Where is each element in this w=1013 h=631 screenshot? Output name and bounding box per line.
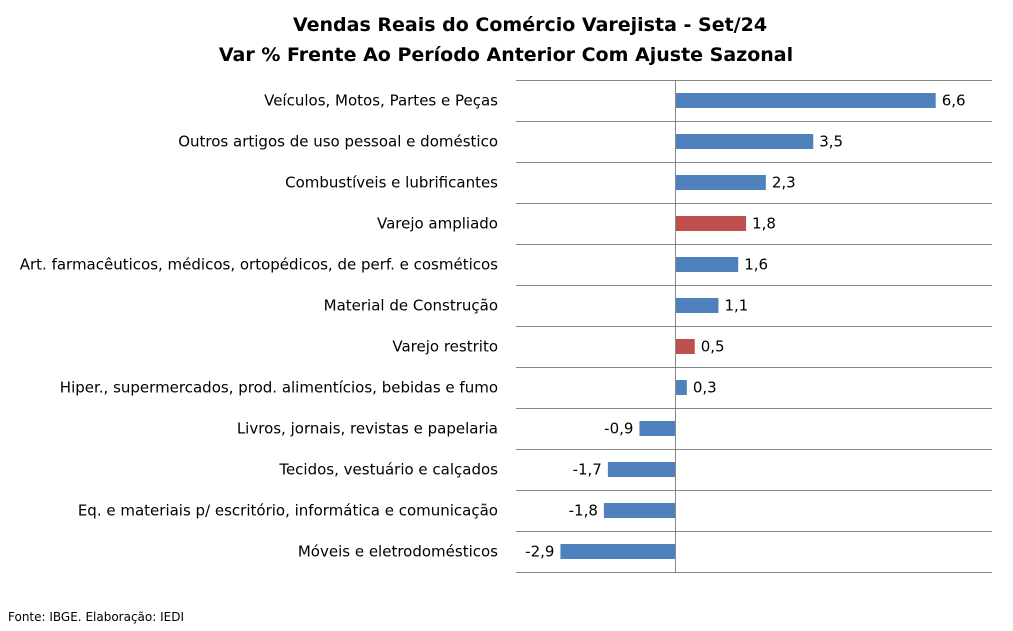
bar <box>675 380 687 395</box>
category-label: Livros, jornais, revistas e papelaria <box>237 420 498 438</box>
value-labels: 6,6 3,5 2,3 1,8 1,6 1,1 0,5 0,3 -0,9 -1,7 -1,8 -2,9 <box>525 92 965 561</box>
bar <box>675 93 936 108</box>
category-label: Combustíveis e lubrificantes <box>285 174 498 192</box>
source-note: Fonte: IBGE. Elaboração: IEDI <box>8 610 185 624</box>
category-label: Eq. e materiais p/ escritório, informáti… <box>78 502 498 520</box>
bar <box>560 544 675 559</box>
bar <box>603 503 675 518</box>
bars <box>560 93 936 559</box>
data-label: 1,6 <box>744 256 768 274</box>
data-label: 2,3 <box>772 174 796 192</box>
bar <box>675 257 739 272</box>
data-label: 0,5 <box>701 338 725 356</box>
chart-title: Vendas Reais do Comércio Varejista - Set… <box>293 14 767 36</box>
category-label: Art. farmacêuticos, médicos, ortopédicos… <box>20 256 498 274</box>
bar <box>675 175 766 190</box>
data-label: -0,9 <box>604 420 633 438</box>
category-label: Varejo ampliado <box>377 215 498 233</box>
data-label: 1,1 <box>724 297 748 315</box>
bar <box>675 134 814 149</box>
category-label: Varejo restrito <box>392 338 498 356</box>
data-label: -2,9 <box>525 543 554 561</box>
data-label: 1,8 <box>752 215 776 233</box>
data-label: 3,5 <box>819 133 843 151</box>
category-label: Outros artigos de uso pessoal e doméstic… <box>178 133 498 151</box>
data-label: 6,6 <box>942 92 966 110</box>
chart-subtitle: Var % Frente Ao Período Anterior Com Aju… <box>219 44 793 66</box>
data-label: 0,3 <box>693 379 717 397</box>
bar <box>607 462 675 477</box>
category-label: Móveis e eletrodomésticos <box>298 543 498 561</box>
bar <box>675 216 747 231</box>
category-label: Tecidos, vestuário e calçados <box>278 461 498 479</box>
bar <box>639 421 675 436</box>
category-label: Veículos, Motos, Partes e Peças <box>264 92 498 110</box>
grid-lines <box>516 80 992 573</box>
category-label: Hiper., supermercados, prod. alimentício… <box>60 379 498 397</box>
category-label: Material de Construção <box>324 297 498 315</box>
bar <box>675 298 719 313</box>
category-labels: Veículos, Motos, Partes e Peças Outros ar… <box>20 92 498 561</box>
bar <box>675 339 695 354</box>
data-label: -1,8 <box>569 502 598 520</box>
data-label: -1,7 <box>573 461 602 479</box>
